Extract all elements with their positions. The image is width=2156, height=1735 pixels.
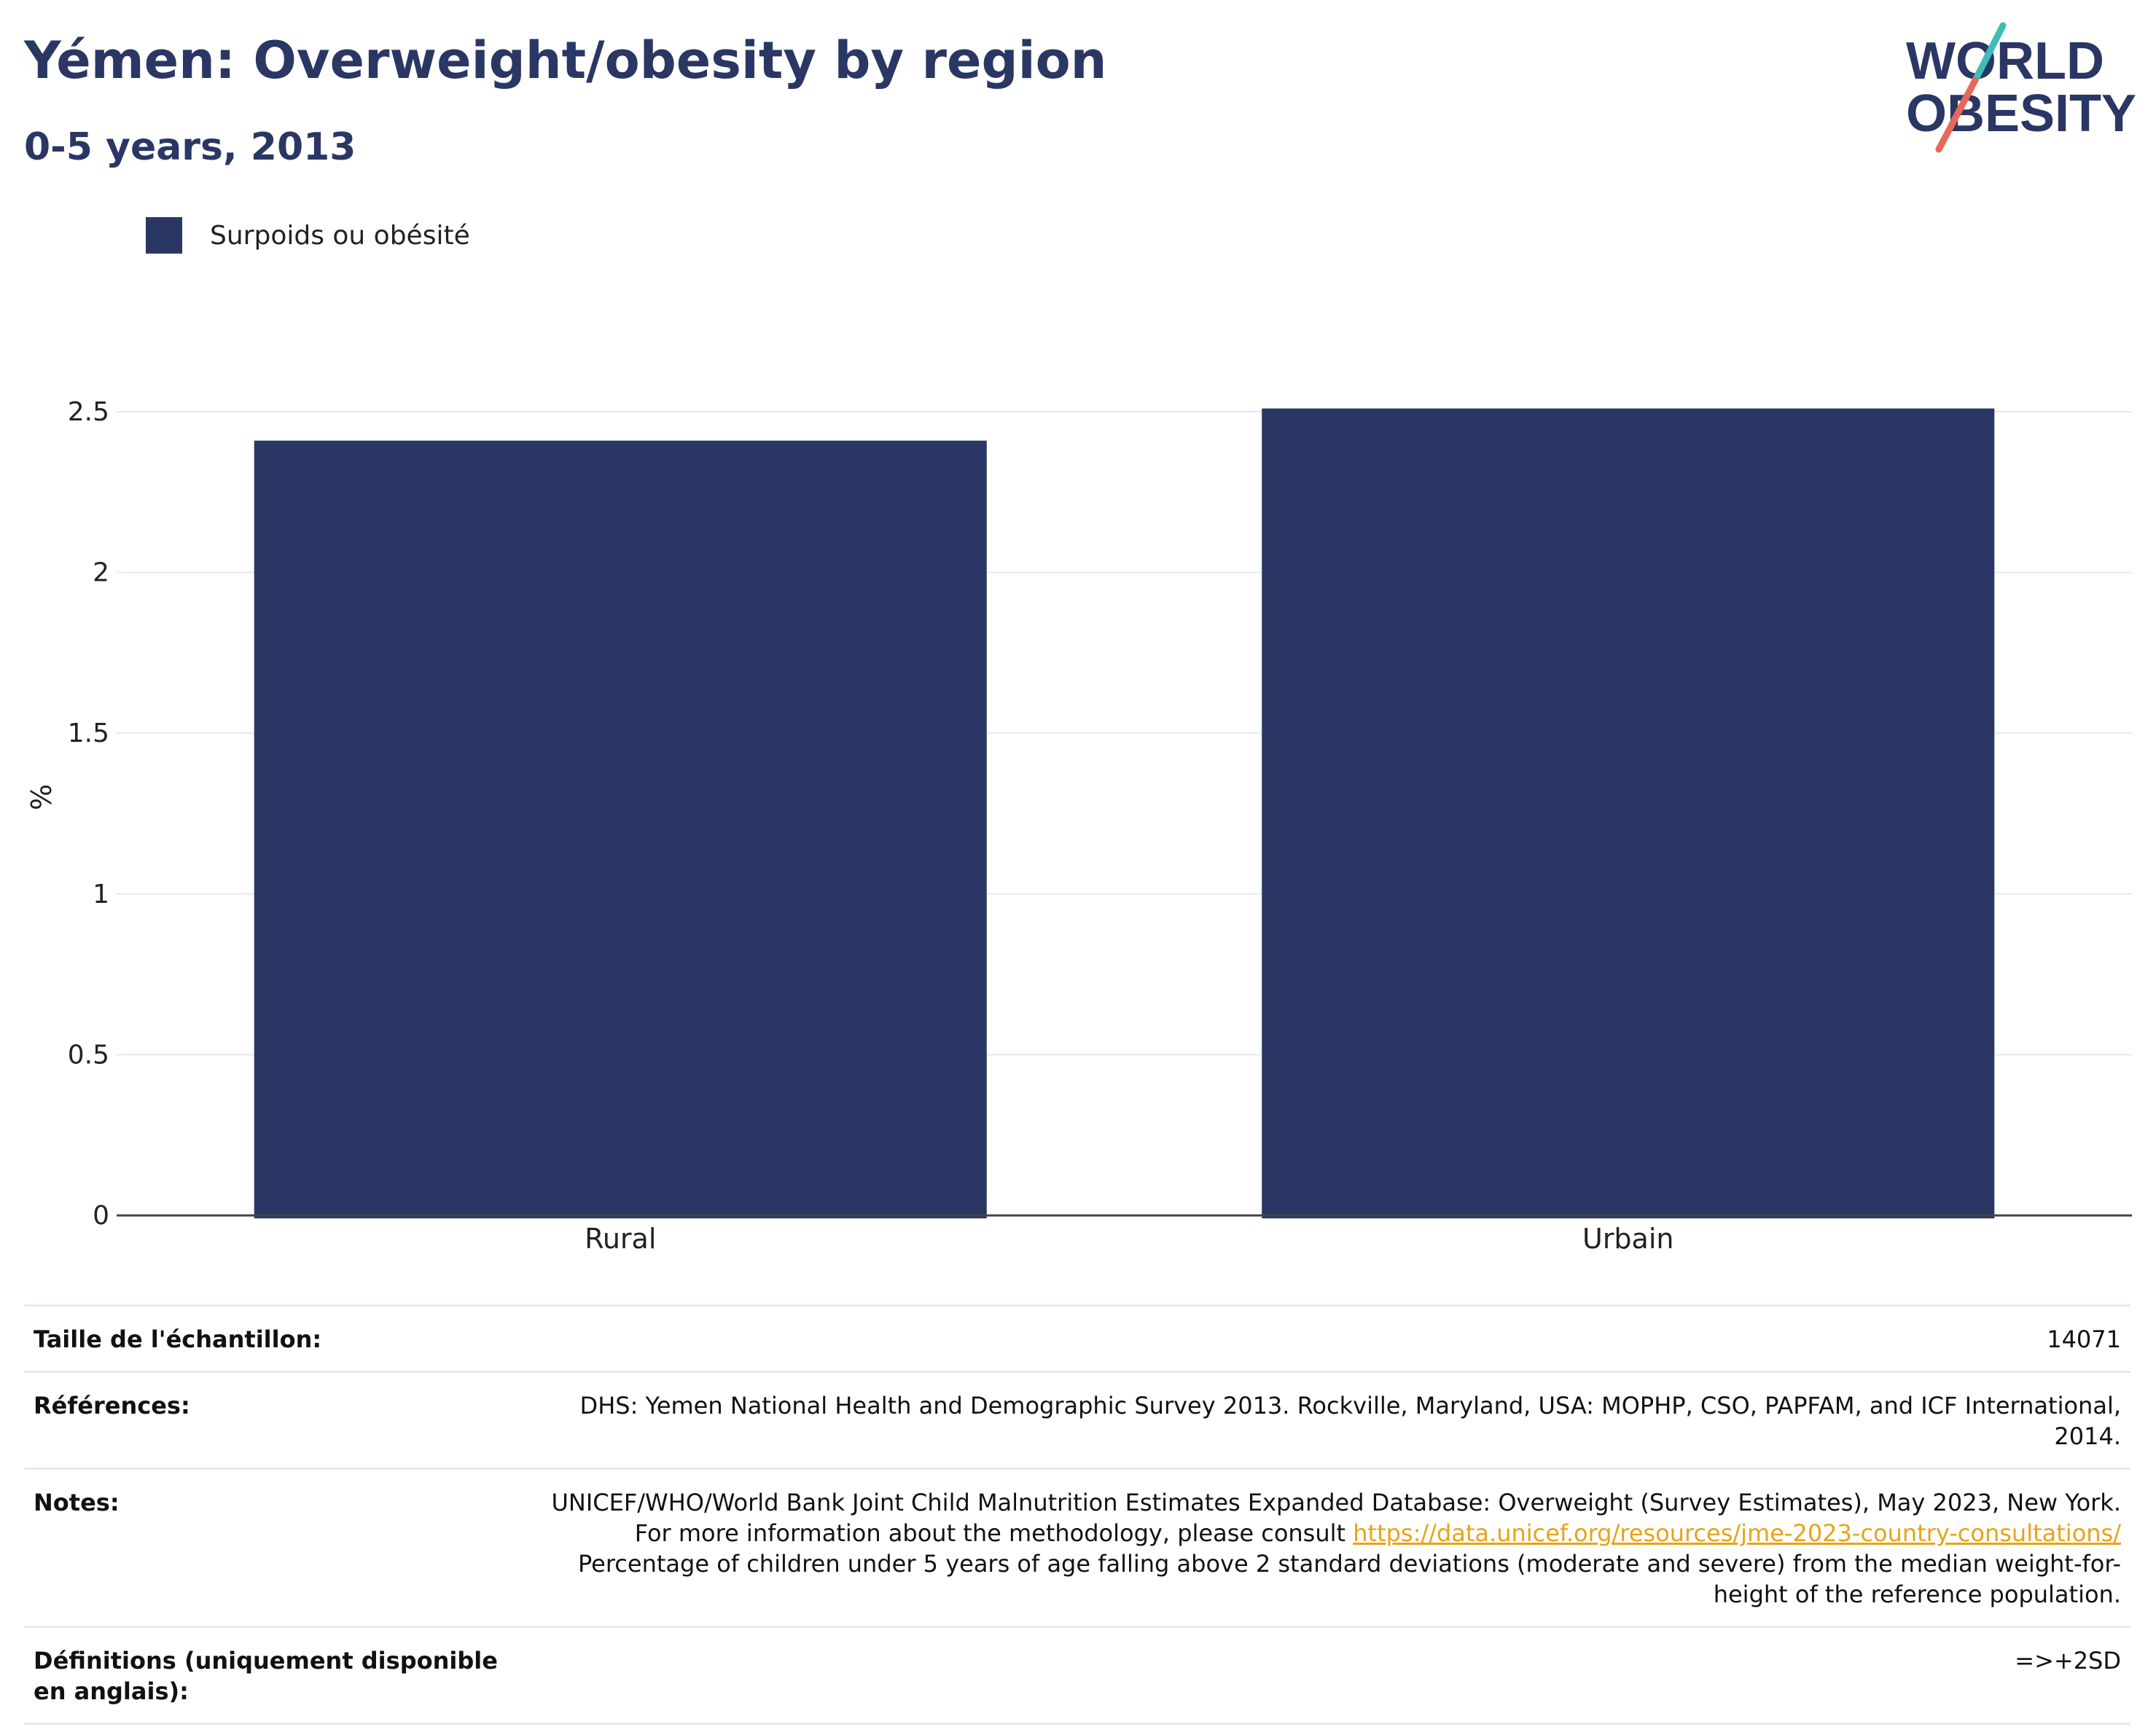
legend-swatch xyxy=(146,217,182,254)
notes-link[interactable]: https://data.unicef.org/resources/jme-20… xyxy=(1353,1519,2121,1547)
info-row-references: Références: DHS: Yemen National Health a… xyxy=(24,1371,2130,1470)
y-tick-label: 1 xyxy=(93,880,109,909)
y-tick-label: 1.5 xyxy=(68,718,109,748)
logo-slash-coral xyxy=(1935,77,1979,153)
legend[interactable]: Surpoids ou obésité xyxy=(146,215,470,256)
y-tick-label: 0.5 xyxy=(68,1040,109,1070)
chart-title: Yémen: Overweight/obesity by region xyxy=(24,31,1107,90)
sample-value: 14071 xyxy=(531,1304,2130,1373)
notes-text-1: UNICEF/WHO/World Bank Joint Child Malnut… xyxy=(551,1489,2122,1547)
x-tick-label: Rural xyxy=(585,1223,656,1255)
references-label: Références: xyxy=(24,1371,531,1470)
notes-label: Notes: xyxy=(24,1468,531,1628)
chart-subtitle: 0-5 years, 2013 xyxy=(24,125,356,169)
definitions-label: Définitions (uniquement disponible en an… xyxy=(24,1626,531,1725)
sample-label: Taille de l'échantillon: xyxy=(24,1304,531,1373)
info-table: Taille de l'échantillon: 14071 Référence… xyxy=(24,1304,2130,1725)
definitions-value: =>+2SD xyxy=(531,1626,2130,1725)
bar-chart: 0 0.5 1 1.5 2 2.5 Rural Urbain% xyxy=(26,397,2132,1255)
info-row-sample: Taille de l'échantillon: 14071 xyxy=(24,1304,2130,1373)
references-value: DHS: Yemen National Health and Demograph… xyxy=(531,1371,2130,1470)
y-tick-label: 0 xyxy=(93,1201,109,1231)
bar xyxy=(254,440,987,1218)
bar xyxy=(1262,408,1995,1218)
world-obesity-logo: WORLD OBESITY xyxy=(1906,22,2136,153)
notes-text-2: Percentage of children under 5 years of … xyxy=(578,1550,2121,1608)
info-row-definitions: Définitions (uniquement disponible en an… xyxy=(24,1626,2130,1725)
logo-slash-teal xyxy=(1972,22,2007,84)
logo-line-world: WORLD xyxy=(1906,32,2104,90)
y-tick-label: 2.5 xyxy=(68,397,109,427)
y-axis-label: % xyxy=(26,784,58,810)
y-tick-label: 2 xyxy=(93,558,109,588)
notes-value: UNICEF/WHO/World Bank Joint Child Malnut… xyxy=(531,1468,2130,1628)
x-tick-label: Urbain xyxy=(1582,1223,1674,1255)
info-row-notes: Notes: UNICEF/WHO/World Bank Joint Child… xyxy=(24,1468,2130,1628)
legend-label: Surpoids ou obésité xyxy=(210,220,470,251)
